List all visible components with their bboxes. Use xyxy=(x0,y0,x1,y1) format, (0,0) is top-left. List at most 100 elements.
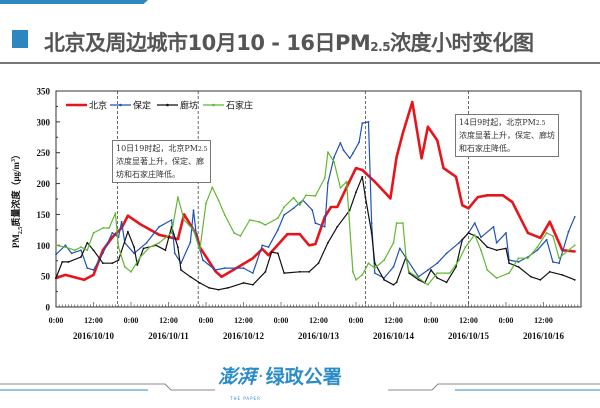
data-point-shijiazhuang xyxy=(148,246,151,249)
data-point-shijiazhuang xyxy=(551,235,554,237)
data-point-shijiazhuang xyxy=(355,278,357,281)
data-point-baoding xyxy=(392,265,395,268)
data-point-langfang xyxy=(142,247,145,250)
data-point-langfang xyxy=(476,236,479,239)
logo-mark: 澎湃 xyxy=(218,366,257,388)
data-point-baoding xyxy=(283,214,286,216)
data-point-baoding xyxy=(214,269,217,271)
legend-label-baoding: 保定 xyxy=(133,100,151,111)
data-point-baoding xyxy=(426,269,429,271)
data-point-langfang xyxy=(217,288,220,291)
data-point-langfang xyxy=(430,269,432,271)
x-tick-label: 12:00 xyxy=(159,316,178,325)
data-point-beijing xyxy=(526,231,530,235)
data-point-shijiazhuang xyxy=(248,219,251,221)
data-point-beijing xyxy=(539,236,542,240)
data-point-baoding xyxy=(120,220,123,223)
x-tick-label: 12:00 xyxy=(309,316,328,325)
x-tick-label: 0:00 xyxy=(49,316,64,325)
y-tick-label: 150 xyxy=(37,210,51,220)
data-point-shijiazhuang xyxy=(183,219,186,221)
y-axis-label-sub: 2.5 xyxy=(18,227,24,235)
x-tick-label: 0:00 xyxy=(124,316,139,325)
data-point-baoding xyxy=(517,261,520,263)
date-label: 2016/10/12 xyxy=(223,331,265,341)
date-label: 2016/10/14 xyxy=(373,331,415,341)
data-point-beijing xyxy=(420,157,423,160)
data-point-shijiazhuang xyxy=(223,214,226,216)
x-tick-label: 12:00 xyxy=(234,316,253,325)
annotation-2-line-2: 浓度显著上升，保定、廊坊 xyxy=(459,131,555,140)
data-point-shijiazhuang xyxy=(326,151,329,153)
data-point-baoding xyxy=(445,252,448,255)
data-point-shijiazhuang xyxy=(130,270,132,273)
data-point-shijiazhuang xyxy=(298,204,301,207)
annotation-2-sub: 2.5 xyxy=(535,120,546,127)
legend-marker-beijing xyxy=(75,103,78,107)
data-point-shijiazhuang xyxy=(345,180,348,183)
data-point-langfang xyxy=(395,281,398,284)
data-point-shijiazhuang xyxy=(558,257,561,260)
data-point-shijiazhuang xyxy=(139,256,142,258)
data-point-shijiazhuang xyxy=(323,177,326,179)
data-point-beijing xyxy=(361,168,364,172)
data-point-langfang xyxy=(276,252,279,255)
data-point-shijiazhuang xyxy=(170,232,173,234)
data-point-beijing xyxy=(373,180,376,183)
data-point-langfang xyxy=(298,270,301,273)
data-point-langfang xyxy=(364,196,367,199)
data-point-baoding xyxy=(545,238,548,241)
logo-row: 澎湃 · 绿政公署 xyxy=(218,366,342,388)
annotation-1-line-1: 10日19时起，北京PM xyxy=(116,144,198,153)
data-point-baoding xyxy=(276,228,279,231)
data-point-shijiazhuang xyxy=(339,186,342,189)
data-point-baoding xyxy=(223,267,226,270)
data-point-baoding xyxy=(458,241,461,244)
data-point-shijiazhuang xyxy=(401,222,404,224)
x-tick-label: 12:00 xyxy=(459,316,478,325)
page-title: 北京及周边城市10月10 - 16日PM2.5浓度小时变化图 xyxy=(44,27,534,57)
data-point-shijiazhuang xyxy=(176,196,179,199)
footer-logo: 澎湃 · 绿政公署 THE PAPER xyxy=(218,366,388,406)
data-point-shijiazhuang xyxy=(361,274,364,276)
legend-marker-langfang xyxy=(166,103,169,107)
data-point-langfang xyxy=(461,238,464,241)
date-label: 2016/10/16 xyxy=(523,331,565,341)
x-tick-label: 12:00 xyxy=(84,316,103,325)
data-point-shijiazhuang xyxy=(373,267,376,270)
title-marker-square xyxy=(12,30,28,48)
data-point-beijing xyxy=(329,205,333,209)
data-point-shijiazhuang xyxy=(383,259,386,261)
y-axis-label-pre: PM xyxy=(11,234,21,248)
data-point-shijiazhuang xyxy=(545,232,548,234)
legend-label-langfang: 廊坊 xyxy=(180,100,198,111)
data-point-langfang xyxy=(539,278,542,281)
data-point-shijiazhuang xyxy=(305,194,307,197)
data-point-beijing xyxy=(176,237,180,241)
data-point-baoding xyxy=(492,225,495,228)
data-point-baoding xyxy=(367,120,370,123)
data-point-langfang xyxy=(517,265,520,268)
data-point-langfang xyxy=(92,249,95,252)
data-point-langfang xyxy=(111,262,114,265)
x-tick-label: 0:00 xyxy=(274,316,289,325)
data-point-langfang xyxy=(189,275,192,278)
data-point-shijiazhuang xyxy=(283,206,286,208)
data-point-baoding xyxy=(505,232,507,234)
data-point-shijiazhuang xyxy=(517,257,520,260)
data-point-langfang xyxy=(445,281,448,284)
data-point-shijiazhuang xyxy=(573,244,576,247)
data-point-shijiazhuang xyxy=(258,220,261,223)
legend-marker-baoding xyxy=(119,103,122,107)
data-point-baoding xyxy=(111,232,114,234)
data-point-beijing xyxy=(426,125,430,128)
annotation-1-sub: 2.5 xyxy=(197,146,208,153)
data-point-langfang xyxy=(242,282,245,284)
data-point-shijiazhuang xyxy=(351,270,354,273)
annotation-box-1: 10日19时起，北京PM2.5 浓度显著上升，保定、廊 坊和石家庄降低。 xyxy=(112,140,212,183)
data-point-langfang xyxy=(133,246,136,249)
data-point-langfang xyxy=(455,265,457,268)
y-tick-label: 300 xyxy=(37,117,51,127)
data-point-baoding xyxy=(55,253,57,256)
y-axis-label-mid: 质量浓度（μg/m xyxy=(10,161,21,226)
